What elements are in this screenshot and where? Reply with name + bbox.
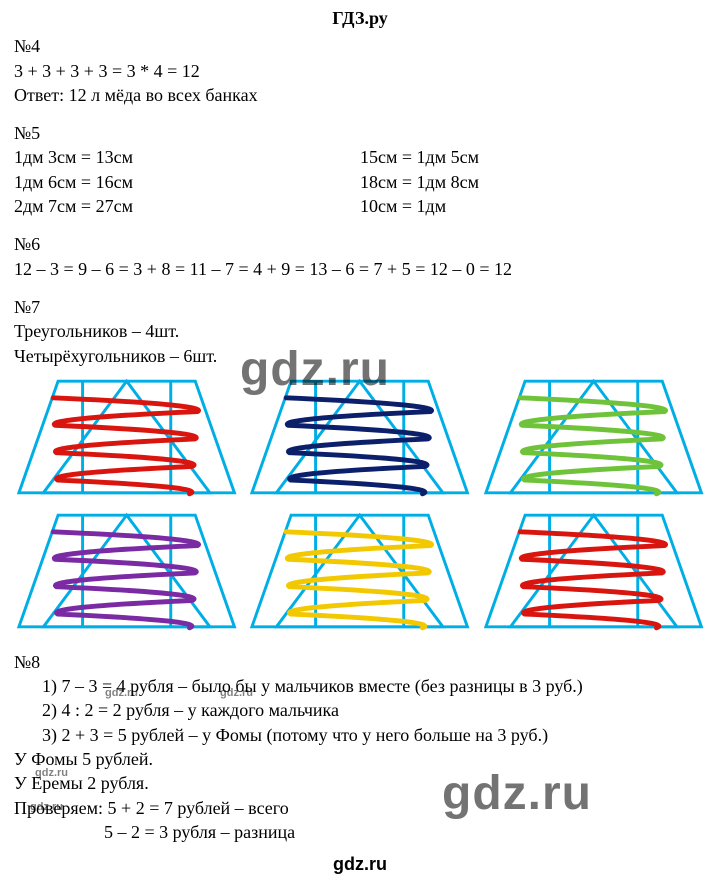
p5-right-0: 15см = 1дм 5см: [360, 145, 706, 169]
page-footer: gdz.ru: [0, 852, 720, 876]
problem-4-line1: 3 + 3 + 3 + 3 = 3 * 4 = 12: [14, 59, 706, 83]
p5-left-0: 1дм 3см = 13см: [14, 145, 360, 169]
p8-item-1: 2) 4 : 2 = 2 рубля – у каждого мальчика: [42, 698, 706, 722]
p5-left-2: 2дм 7см = 27см: [14, 194, 360, 218]
problem-8-label: №8: [14, 650, 706, 674]
page-header: ГДЗ.ру: [14, 6, 706, 34]
problem-7-line2: Четырёхугольников – 6шт.: [14, 344, 706, 368]
p5-left-1: 1дм 6см = 16см: [14, 170, 360, 194]
shape-3: [481, 372, 706, 502]
problem-4: №4 3 + 3 + 3 + 3 = 3 * 4 = 12 Ответ: 12 …: [14, 34, 706, 107]
problem-7-label: №7: [14, 295, 706, 319]
p8-item-2: 3) 2 + 3 = 5 рублей – у Фомы (потому что…: [42, 723, 706, 747]
problem-4-label: №4: [14, 34, 706, 58]
problem-6: №6 12 – 3 = 9 – 6 = 3 + 8 = 11 – 7 = 4 +…: [14, 232, 706, 281]
problem-5-label: №5: [14, 121, 706, 145]
p8-tail-1: У Еремы 2 рубля.: [14, 771, 706, 795]
shape-2: [247, 372, 472, 502]
p5-right-1: 18см = 1дм 8см: [360, 170, 706, 194]
shape-1: [14, 372, 239, 502]
shape-6: [481, 506, 706, 636]
problem-7-line1: Треугольников – 4шт.: [14, 319, 706, 343]
problem-7: №7 Треугольников – 4шт. Четырёхугольнико…: [14, 295, 706, 636]
p8-tail-2: Проверяем: 5 + 2 = 7 рублей – всего: [14, 796, 706, 820]
problem-8: №8 1) 7 – 3 = 4 рубля – было бы у мальчи…: [14, 650, 706, 844]
p5-right-2: 10см = 1дм: [360, 194, 706, 218]
shapes-row-1: [14, 372, 706, 502]
problem-6-label: №6: [14, 232, 706, 256]
shape-5: [247, 506, 472, 636]
problem-5: №5 1дм 3см = 13см 1дм 6см = 16см 2дм 7см…: [14, 121, 706, 218]
shape-4: [14, 506, 239, 636]
p8-item-0: 1) 7 – 3 = 4 рубля – было бы у мальчиков…: [42, 674, 706, 698]
problem-4-line2: Ответ: 12 л мёда во всех банках: [14, 83, 706, 107]
problem-6-line1: 12 – 3 = 9 – 6 = 3 + 8 = 11 – 7 = 4 + 9 …: [14, 257, 706, 281]
shapes-row-2: [14, 506, 706, 636]
p8-tail-0: У Фомы 5 рублей.: [14, 747, 706, 771]
problem-5-right-col: 15см = 1дм 5см 18см = 1дм 8см 10см = 1дм: [360, 145, 706, 218]
p8-tail-3: 5 – 2 = 3 рубля – разница: [14, 820, 706, 844]
problem-5-left-col: 1дм 3см = 13см 1дм 6см = 16см 2дм 7см = …: [14, 145, 360, 218]
